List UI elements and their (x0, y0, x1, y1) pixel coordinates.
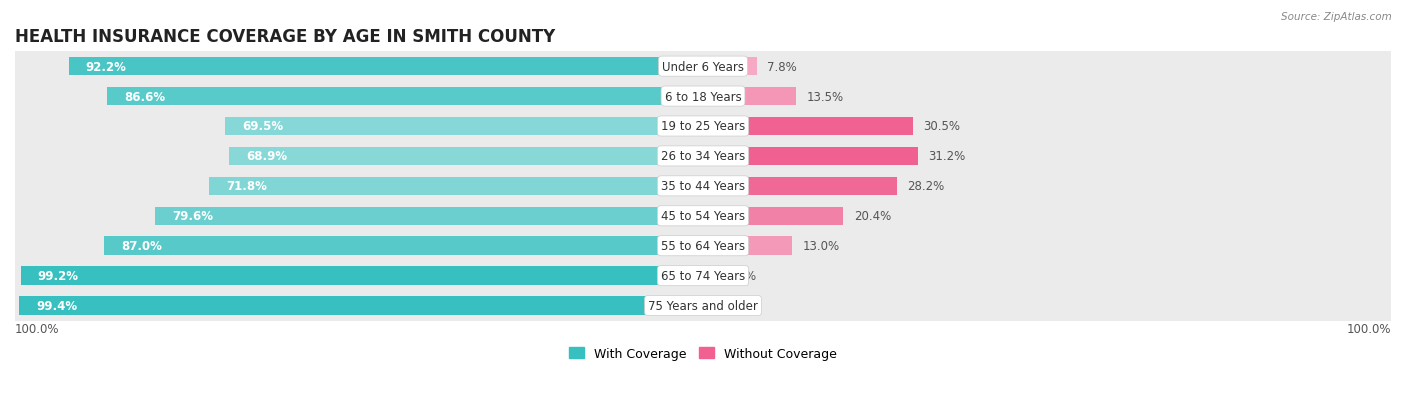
Text: 13.0%: 13.0% (803, 240, 839, 253)
Text: 68.9%: 68.9% (246, 150, 287, 163)
Text: 0.64%: 0.64% (717, 299, 755, 312)
Legend: With Coverage, Without Coverage: With Coverage, Without Coverage (564, 342, 842, 365)
Text: 28.2%: 28.2% (907, 180, 945, 193)
Bar (15, 291, 1391, 321)
Text: 45 to 54 Years: 45 to 54 Years (661, 210, 745, 223)
Bar (107, 88, 703, 106)
Text: 31.2%: 31.2% (928, 150, 966, 163)
Bar (703, 237, 793, 255)
Text: 79.6%: 79.6% (173, 210, 214, 223)
Bar (15, 52, 1391, 82)
Text: 7.8%: 7.8% (768, 60, 797, 74)
Bar (15, 82, 1391, 112)
Text: 100.0%: 100.0% (1347, 322, 1391, 335)
Bar (15, 231, 1391, 261)
Bar (15, 171, 1391, 201)
Bar (703, 297, 707, 315)
Bar (69, 58, 703, 76)
Bar (20, 297, 703, 315)
Bar (15, 112, 1391, 142)
Text: 6 to 18 Years: 6 to 18 Years (665, 90, 741, 103)
Text: 55 to 64 Years: 55 to 64 Years (661, 240, 745, 253)
Text: Source: ZipAtlas.com: Source: ZipAtlas.com (1281, 12, 1392, 22)
Bar (15, 261, 1391, 291)
Text: 13.5%: 13.5% (806, 90, 844, 103)
Bar (229, 147, 703, 166)
Text: 99.2%: 99.2% (38, 270, 79, 282)
Bar (703, 88, 796, 106)
Bar (703, 207, 844, 225)
Bar (15, 201, 1391, 231)
Text: 75 Years and older: 75 Years and older (648, 299, 758, 312)
Text: 71.8%: 71.8% (226, 180, 267, 193)
Text: 35 to 44 Years: 35 to 44 Years (661, 180, 745, 193)
Bar (703, 147, 918, 166)
Bar (703, 117, 912, 136)
Bar (703, 267, 709, 285)
Text: 26 to 34 Years: 26 to 34 Years (661, 150, 745, 163)
Text: 92.2%: 92.2% (86, 60, 127, 74)
Text: 69.5%: 69.5% (242, 120, 283, 133)
Bar (225, 117, 703, 136)
Text: 99.4%: 99.4% (37, 299, 77, 312)
Bar (21, 267, 703, 285)
Text: 86.6%: 86.6% (124, 90, 166, 103)
Text: 30.5%: 30.5% (924, 120, 960, 133)
Bar (15, 142, 1391, 171)
Text: 0.82%: 0.82% (718, 270, 756, 282)
Text: 20.4%: 20.4% (853, 210, 891, 223)
Text: 19 to 25 Years: 19 to 25 Years (661, 120, 745, 133)
Text: 100.0%: 100.0% (15, 322, 59, 335)
Bar (703, 177, 897, 196)
Text: 65 to 74 Years: 65 to 74 Years (661, 270, 745, 282)
Text: HEALTH INSURANCE COVERAGE BY AGE IN SMITH COUNTY: HEALTH INSURANCE COVERAGE BY AGE IN SMIT… (15, 28, 555, 46)
Text: 87.0%: 87.0% (122, 240, 163, 253)
Bar (209, 177, 703, 196)
Bar (104, 237, 703, 255)
Bar (703, 58, 756, 76)
Bar (155, 207, 703, 225)
Text: Under 6 Years: Under 6 Years (662, 60, 744, 74)
